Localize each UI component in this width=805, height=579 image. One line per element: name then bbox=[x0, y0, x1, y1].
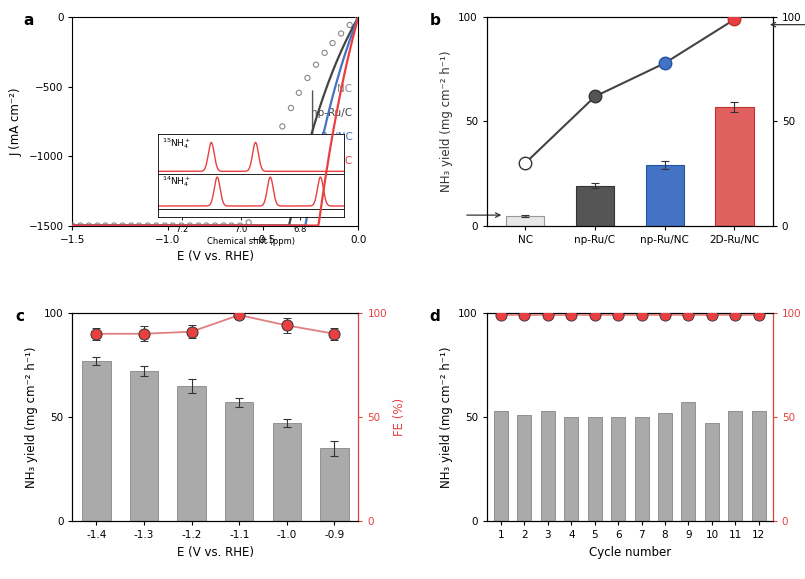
Bar bbox=[588, 417, 602, 521]
Point bbox=[225, 221, 238, 230]
Point bbox=[352, 13, 365, 22]
Point bbox=[159, 221, 171, 230]
Point bbox=[99, 221, 112, 230]
Point bbox=[141, 221, 154, 230]
Bar bbox=[646, 165, 684, 226]
Bar bbox=[518, 415, 531, 521]
Point bbox=[258, 166, 271, 175]
Point bbox=[208, 221, 221, 230]
Point bbox=[184, 221, 196, 230]
Point bbox=[133, 221, 146, 230]
Bar bbox=[729, 411, 742, 521]
Point bbox=[192, 221, 205, 230]
Bar bbox=[82, 361, 110, 521]
Y-axis label: NH₃ yield (mg cm⁻² h⁻¹): NH₃ yield (mg cm⁻² h⁻¹) bbox=[440, 51, 452, 192]
Bar bbox=[130, 371, 159, 521]
Bar bbox=[177, 386, 206, 521]
Text: d: d bbox=[430, 309, 440, 324]
Bar bbox=[564, 417, 578, 521]
Bar bbox=[658, 413, 672, 521]
X-axis label: E (V vs. RHE): E (V vs. RHE) bbox=[177, 545, 254, 559]
Bar bbox=[541, 411, 555, 521]
Point bbox=[318, 48, 331, 57]
Y-axis label: NH₃ yield (mg cm⁻² h⁻¹): NH₃ yield (mg cm⁻² h⁻¹) bbox=[440, 346, 452, 488]
Point bbox=[150, 221, 163, 230]
Point bbox=[518, 310, 530, 320]
Point bbox=[276, 122, 289, 131]
Point bbox=[753, 310, 766, 320]
Point bbox=[82, 221, 95, 230]
Bar bbox=[681, 402, 696, 521]
Bar bbox=[634, 417, 649, 521]
Text: 2D-Ru/NC: 2D-Ru/NC bbox=[303, 156, 353, 166]
Bar bbox=[716, 107, 753, 226]
Point bbox=[292, 88, 305, 97]
Point bbox=[343, 20, 356, 30]
Point bbox=[494, 310, 507, 320]
Point bbox=[658, 310, 671, 320]
Bar bbox=[611, 417, 625, 521]
Point bbox=[200, 221, 213, 230]
Y-axis label: FE (%): FE (%) bbox=[393, 398, 406, 436]
Bar bbox=[225, 402, 254, 521]
Point bbox=[108, 221, 121, 230]
Point bbox=[565, 310, 578, 320]
Text: NC: NC bbox=[337, 84, 353, 94]
Bar bbox=[576, 186, 614, 226]
Point bbox=[612, 310, 625, 320]
Point bbox=[91, 221, 104, 230]
X-axis label: Cycle number: Cycle number bbox=[588, 545, 671, 559]
X-axis label: E (V vs. RHE): E (V vs. RHE) bbox=[177, 250, 254, 263]
Point bbox=[705, 310, 718, 320]
Point bbox=[284, 103, 297, 112]
Point bbox=[233, 221, 246, 230]
Text: np-Ru/NC: np-Ru/NC bbox=[303, 132, 353, 142]
Point bbox=[326, 38, 339, 47]
Text: np-Ru/C: np-Ru/C bbox=[312, 108, 353, 118]
Text: a: a bbox=[24, 13, 35, 28]
Y-axis label: J (mA cm⁻²): J (mA cm⁻²) bbox=[10, 87, 23, 156]
Point bbox=[66, 221, 79, 230]
Bar bbox=[506, 216, 544, 226]
Point bbox=[729, 310, 741, 320]
Point bbox=[635, 310, 648, 320]
Point bbox=[74, 221, 87, 230]
Bar bbox=[320, 448, 349, 521]
Text: c: c bbox=[15, 309, 24, 324]
Point bbox=[542, 310, 555, 320]
Bar bbox=[705, 423, 719, 521]
Point bbox=[267, 142, 280, 152]
Text: b: b bbox=[430, 13, 440, 28]
Bar bbox=[752, 411, 766, 521]
Point bbox=[251, 189, 264, 199]
Point bbox=[242, 218, 255, 227]
Point bbox=[682, 310, 695, 320]
Point bbox=[301, 74, 314, 83]
Point bbox=[217, 221, 230, 230]
Point bbox=[125, 221, 138, 230]
Y-axis label: NH₃ yield (mg cm⁻² h⁻¹): NH₃ yield (mg cm⁻² h⁻¹) bbox=[25, 346, 39, 488]
Point bbox=[175, 221, 188, 230]
Point bbox=[588, 310, 601, 320]
Point bbox=[335, 29, 348, 38]
Bar bbox=[494, 411, 508, 521]
Bar bbox=[273, 423, 301, 521]
Point bbox=[167, 221, 180, 230]
Point bbox=[310, 60, 323, 69]
Point bbox=[116, 221, 129, 230]
